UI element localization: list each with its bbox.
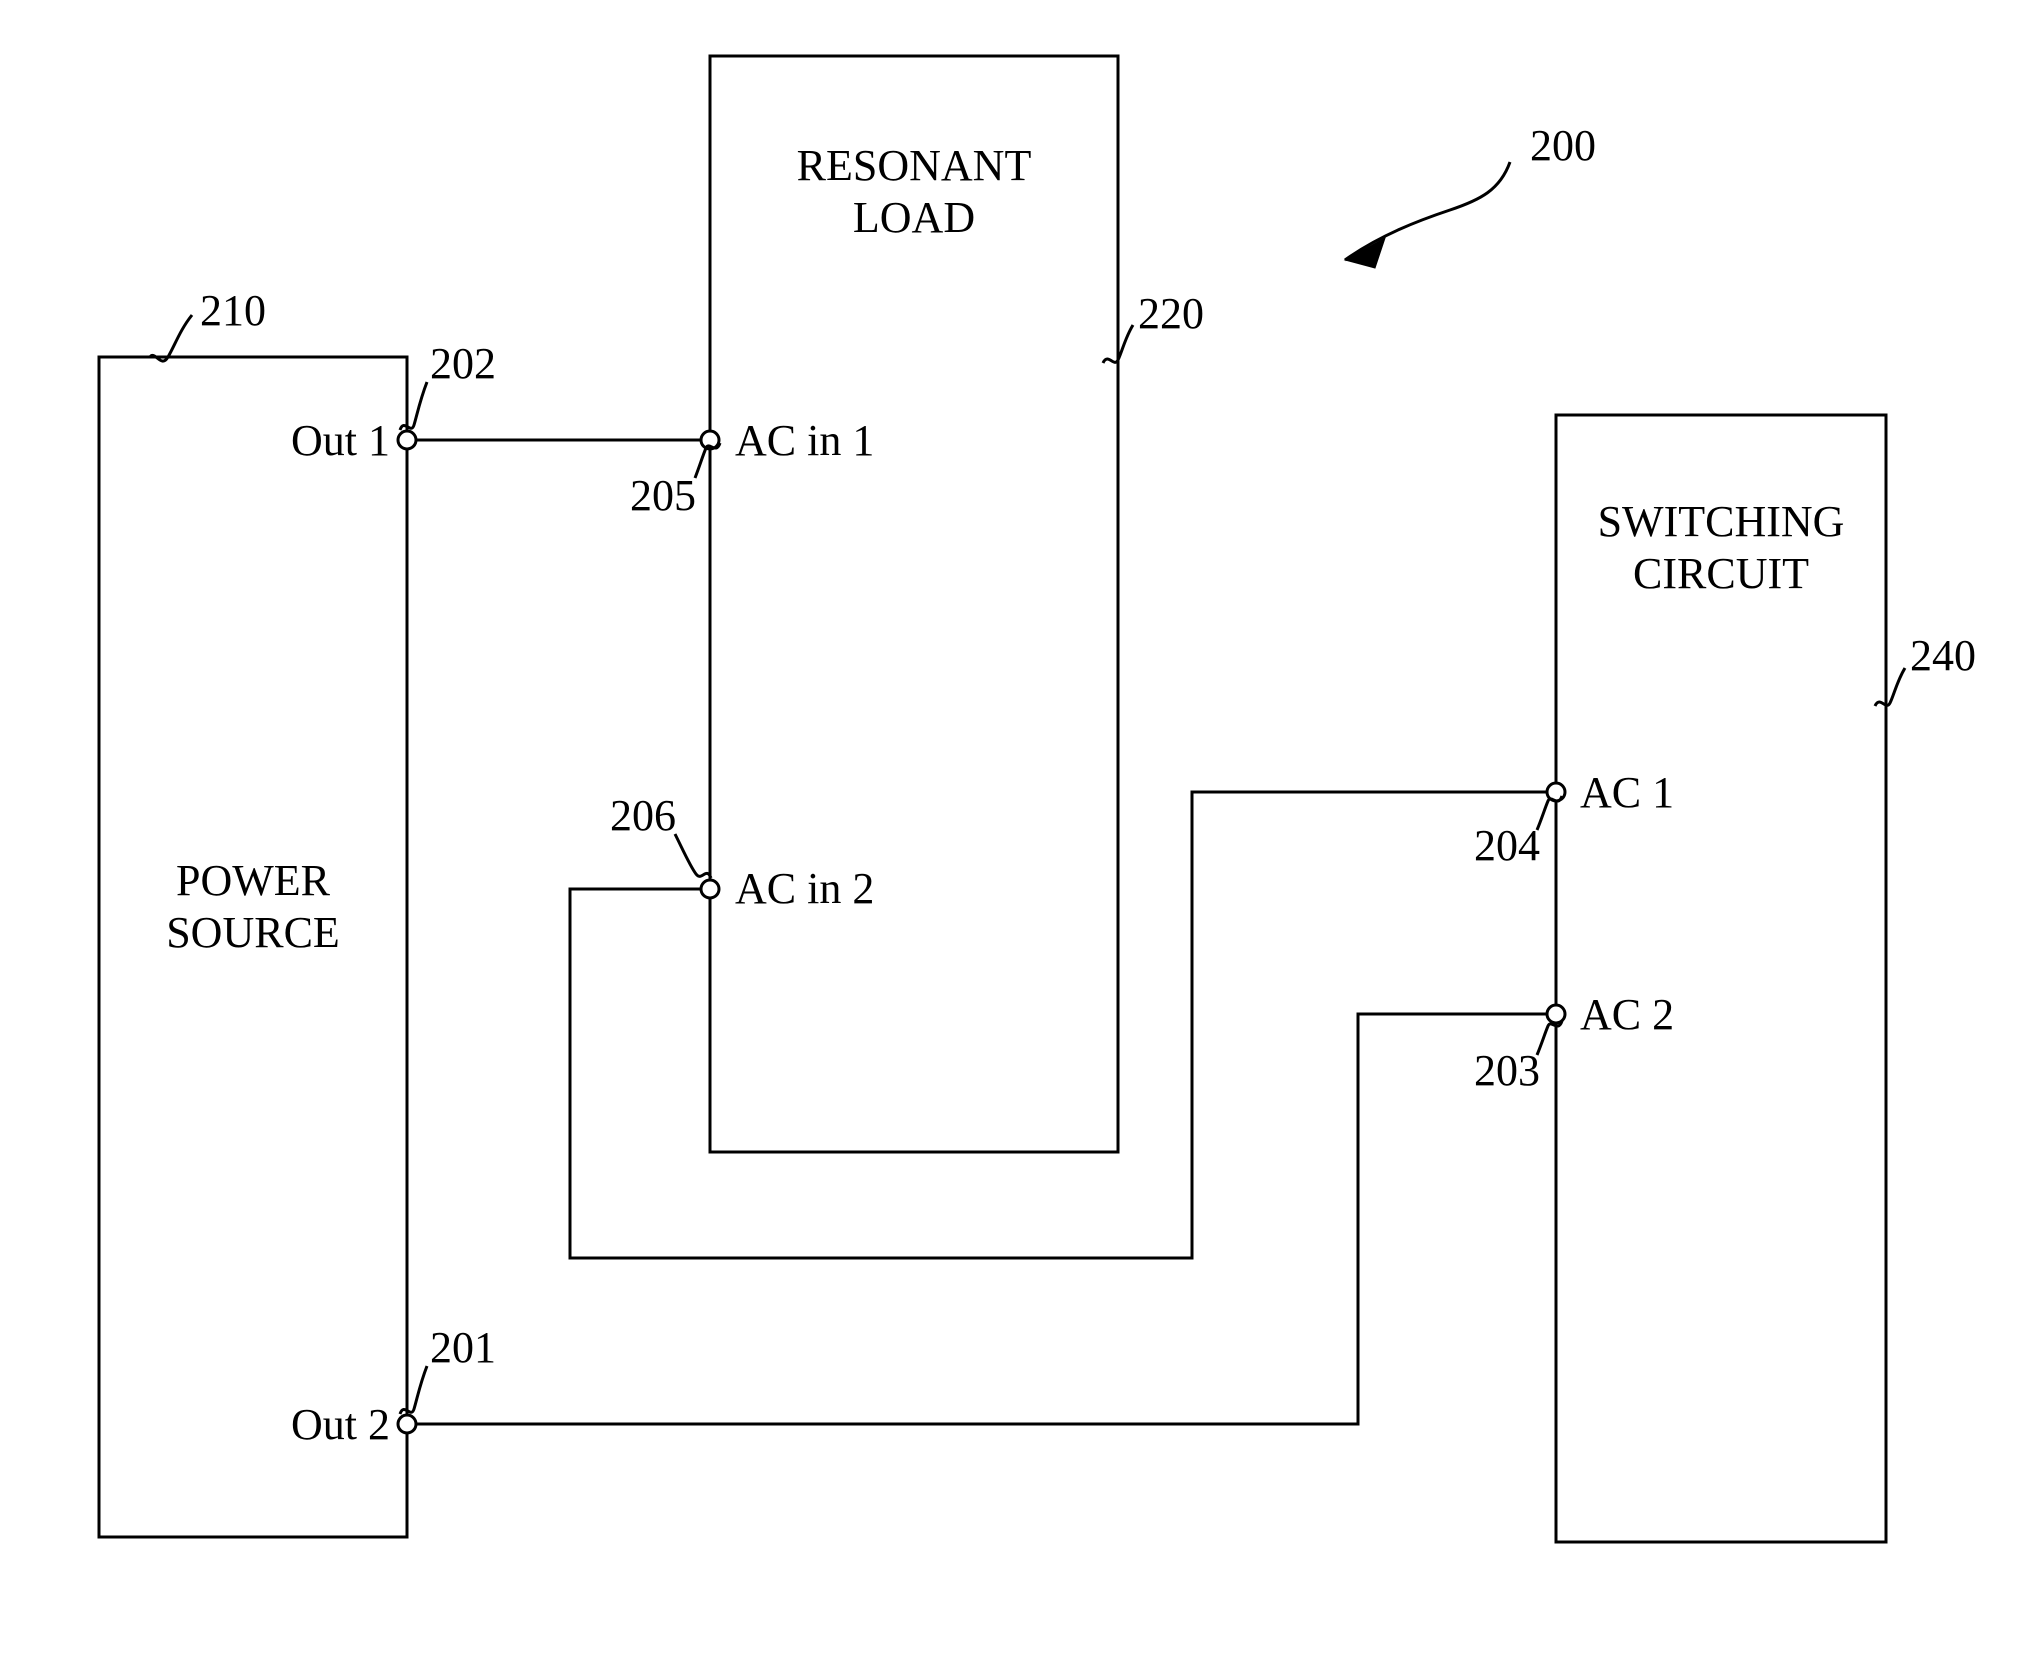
ref-206: 206 — [610, 791, 711, 878]
ref-210-text: 210 — [200, 286, 266, 335]
switching-circuit-label-2: CIRCUIT — [1633, 549, 1809, 598]
ref-205-text: 205 — [630, 471, 696, 520]
ref-204: 204 — [1474, 796, 1562, 870]
switching-circuit-block: SWITCHING CIRCUIT — [1556, 415, 1886, 1542]
ref-201-text: 201 — [430, 1323, 496, 1372]
block-diagram: POWER SOURCE RESONANT LOAD SWITCHING CIR… — [0, 0, 2017, 1660]
ref-203: 203 — [1474, 1021, 1562, 1095]
terminal-out2 — [398, 1415, 416, 1433]
ref-201: 201 — [400, 1323, 496, 1414]
ac2-label: AC 2 — [1580, 990, 1674, 1039]
resonant-load-label-2: LOAD — [853, 193, 975, 242]
ac1-label: AC 1 — [1580, 768, 1674, 817]
ref-200: 200 — [1345, 121, 1596, 268]
ref-210: 210 — [150, 286, 266, 361]
power-source-label-1: POWER — [176, 856, 331, 905]
ref-240-text: 240 — [1910, 631, 1976, 680]
terminal-ac2 — [1547, 1005, 1565, 1023]
terminal-out1 — [398, 431, 416, 449]
out2-label: Out 2 — [291, 1400, 390, 1449]
ref-240: 240 — [1875, 631, 1976, 706]
out1-label: Out 1 — [291, 416, 390, 465]
switching-circuit-label-1: SWITCHING — [1598, 497, 1845, 546]
acin2-label: AC in 2 — [735, 864, 874, 913]
ref-220-text: 220 — [1138, 289, 1204, 338]
ref-202-text: 202 — [430, 339, 496, 388]
ref-203-text: 203 — [1474, 1046, 1540, 1095]
wire-out2-ac2 — [407, 1014, 1556, 1424]
ref-204-text: 204 — [1474, 821, 1540, 870]
ref-202: 202 — [400, 339, 496, 430]
resonant-load-block: RESONANT LOAD — [710, 56, 1118, 1152]
resonant-load-label-1: RESONANT — [797, 141, 1032, 190]
power-source-block: POWER SOURCE — [99, 357, 407, 1537]
power-source-label-2: SOURCE — [166, 908, 340, 957]
ref-206-text: 206 — [610, 791, 676, 840]
acin1-label: AC in 1 — [735, 416, 874, 465]
ref-200-text: 200 — [1530, 121, 1596, 170]
wire-acin2-ac1 — [570, 792, 1556, 1258]
terminal-acin2 — [701, 880, 719, 898]
ref-205: 205 — [630, 443, 720, 520]
